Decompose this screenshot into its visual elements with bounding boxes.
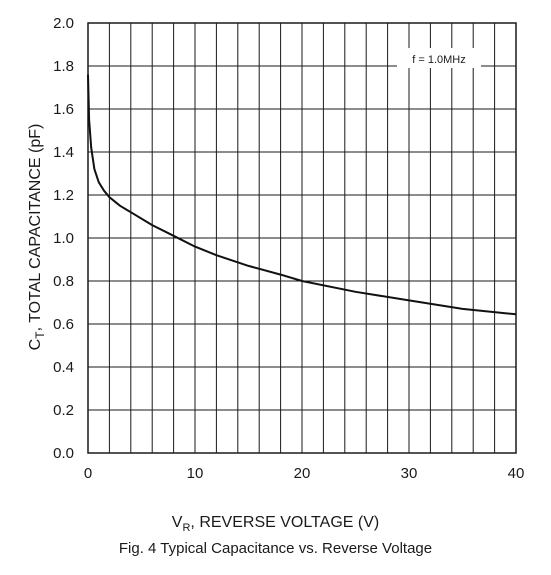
y-tick-labels: 0.0 0.2 0.4 0.6 0.8 1.0 1.2 1.4 1.6 1.8 2.0 — [53, 15, 74, 462]
y-tick-label: 1.6 — [53, 101, 74, 118]
y-tick-label: 1.8 — [53, 58, 74, 75]
annotation-group: f = 1.0MHz — [397, 48, 481, 68]
x-tick-label: 30 — [401, 465, 418, 482]
x-tick-label: 20 — [294, 465, 311, 482]
plot-frame — [87, 22, 517, 454]
y-tick-label: 2.0 — [53, 15, 74, 32]
y-tick-label: 0.4 — [53, 359, 74, 376]
y-tick-label: 0.2 — [53, 402, 74, 419]
y-tick-label: 1.4 — [53, 144, 74, 161]
x-axis-label: VR, REVERSE VOLTAGE (V) — [171, 514, 380, 535]
capacitance-chart: 0.0 0.2 0.4 0.6 0.8 1.0 1.2 1.4 1.6 1.8 2.0 0 10 20 3… — [27, 15, 525, 482]
y-tick-label: 1.2 — [53, 187, 74, 204]
x-tick-label: 0 — [84, 465, 92, 482]
y-tick-label: 1.0 — [53, 230, 74, 247]
y-tick-label: 0.6 — [53, 316, 74, 333]
capacitance-curve — [87, 74, 517, 316]
x-tick-label: 10 — [187, 465, 204, 482]
annotation-background — [397, 48, 481, 68]
series-group — [87, 74, 517, 316]
figure-caption: Fig. 4 Typical Capacitance vs. Reverse V… — [118, 540, 433, 557]
y-tick-label: 0.0 — [53, 445, 74, 462]
x-tick-labels: 0 10 20 30 40 — [84, 465, 525, 482]
grid — [87, 22, 517, 454]
y-tick-label: 0.8 — [53, 273, 74, 290]
x-tick-label: 40 — [508, 465, 525, 482]
frequency-annotation: f = 1.0MHz — [412, 54, 466, 66]
y-axis-label: CT, TOTAL CAPACITANCE (pF) — [27, 124, 47, 351]
